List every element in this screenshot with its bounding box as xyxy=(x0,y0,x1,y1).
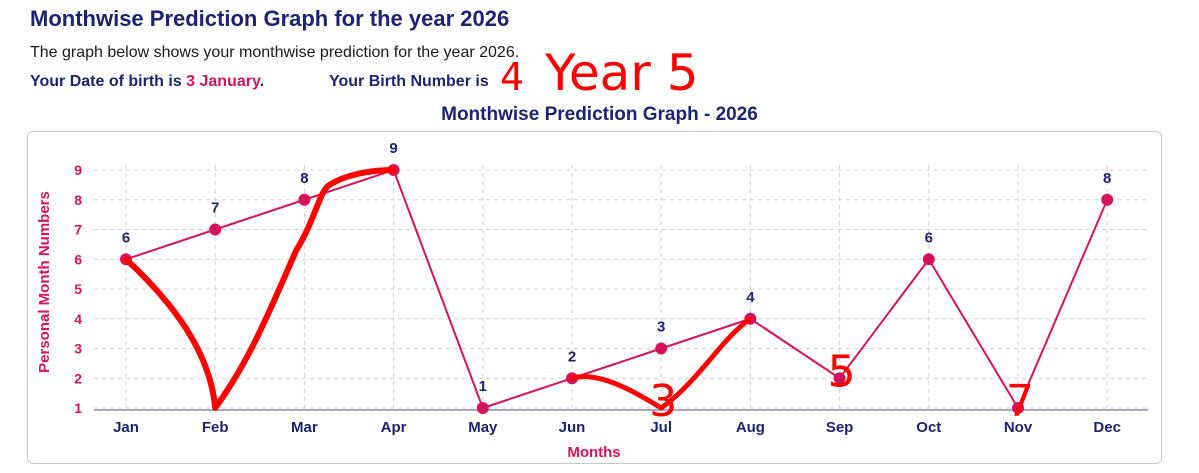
data-label: 6 xyxy=(925,229,933,246)
handwritten-number: 7 xyxy=(1006,376,1034,427)
data-label: 8 xyxy=(300,170,308,187)
dob-value: 3 January xyxy=(186,73,260,90)
label-layer: 6 7 8 9 1 2 3 4 6 8 xyxy=(122,140,1112,395)
y-tick-label: 8 xyxy=(74,192,82,208)
data-point xyxy=(1012,402,1024,414)
x-tick-label: Nov xyxy=(1004,419,1033,436)
data-label: 2 xyxy=(568,348,576,365)
data-point xyxy=(922,253,935,266)
birth-number-line: Your Birth Number is xyxy=(329,73,489,91)
y-tick-label: 7 xyxy=(74,222,82,238)
y-tick-label: 1 xyxy=(74,400,82,416)
dob-suffix: . xyxy=(259,73,265,90)
x-axis-label: Months xyxy=(567,444,620,461)
handwritten-stroke xyxy=(569,316,753,411)
x-tick-label: Feb xyxy=(202,419,229,436)
data-point xyxy=(1101,193,1114,206)
y-tick-label: 4 xyxy=(74,311,82,327)
data-point xyxy=(833,372,846,385)
x-tick-label: Jun xyxy=(559,419,586,436)
data-point xyxy=(298,193,311,206)
data-point xyxy=(476,402,489,414)
y-tick-label: 2 xyxy=(74,370,82,386)
y-tick-label: 5 xyxy=(74,281,82,297)
chart-title: Monthwise Prediction Graph - 2026 xyxy=(441,104,758,125)
data-label: 6 xyxy=(122,229,130,246)
handwritten-number: 3 xyxy=(649,376,677,427)
date-of-birth-line: Your Date of birth is 3 January. xyxy=(30,73,264,91)
handwritten-stroke xyxy=(123,167,397,411)
data-point xyxy=(209,223,222,236)
y-tick-label: 9 xyxy=(74,162,82,178)
x-tick-label: Aug xyxy=(736,419,765,436)
grid-layer xyxy=(94,165,1148,409)
axis-layer: 1 2 3 4 5 6 7 8 9 Jan Feb Mar Apr May Jun Jul Aug Sep Oct N… xyxy=(74,162,1148,436)
y-tick-label: 6 xyxy=(74,251,82,267)
data-point xyxy=(655,342,668,355)
handwritten-annotations: 4 Year 5 3 5 7 xyxy=(123,44,1034,427)
chart-container xyxy=(27,131,1162,464)
series-line xyxy=(125,169,1109,409)
x-tick-label: Jan xyxy=(113,419,139,436)
x-tick-label: May xyxy=(468,419,498,436)
dob-label: Your Date of birth is xyxy=(30,73,187,90)
birth-number-label: Your Birth Number is xyxy=(329,73,489,90)
page-description: The graph below shows your monthwise pre… xyxy=(30,44,520,61)
handwritten-year-label: Year 5 xyxy=(544,44,699,102)
x-tick-label: Apr xyxy=(381,419,407,436)
data-label: 9 xyxy=(389,140,397,157)
data-label: 1 xyxy=(479,378,487,395)
handwritten-birth-number: 4 xyxy=(500,55,524,99)
handwritten-number: 5 xyxy=(828,346,856,397)
x-tick-label: Jul xyxy=(650,419,672,436)
x-tick-label: Dec xyxy=(1093,419,1121,436)
page-title: Monthwise Prediction Graph for the year … xyxy=(30,6,510,31)
data-label: 8 xyxy=(1103,170,1111,187)
data-label: 4 xyxy=(746,289,755,306)
data-label: 3 xyxy=(657,319,665,336)
x-tick-label: Sep xyxy=(826,419,854,436)
y-axis-label: Personal Month Numbers xyxy=(36,191,53,373)
x-tick-label: Oct xyxy=(916,419,941,436)
data-label: 7 xyxy=(211,200,219,217)
y-tick-label: 3 xyxy=(74,341,82,357)
x-tick-label: Mar xyxy=(291,419,318,436)
